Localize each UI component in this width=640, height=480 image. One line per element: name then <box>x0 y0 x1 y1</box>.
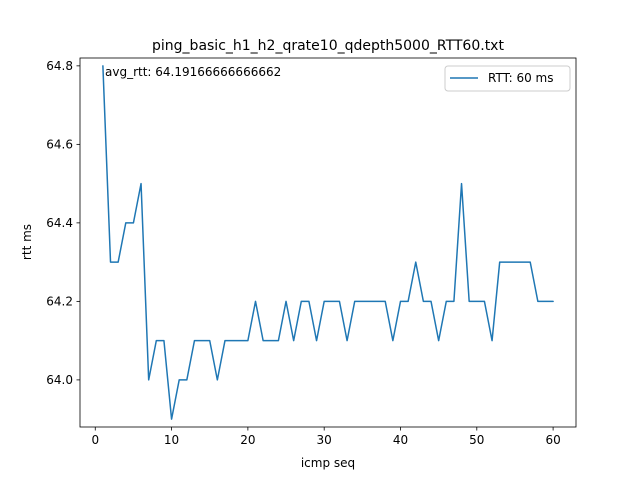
x-axis-ticks: 0 10 20 30 40 50 60 <box>91 427 561 447</box>
legend-box <box>444 65 571 92</box>
plot-area: 0 10 20 30 40 50 60 64.0 64.2 64.4 64.6 64.8 avg_r… <box>46 57 577 447</box>
legend-label-rtt: RTT: 60 ms <box>488 71 553 85</box>
y-tick-label: 64.8 <box>46 59 73 73</box>
avg-rtt-annotation: avg_rtt: 64.19166666666662 <box>105 65 281 79</box>
y-tick-label: 64.4 <box>46 216 73 230</box>
x-tick-label: 40 <box>393 433 408 447</box>
y-tick-label: 64.2 <box>46 294 73 308</box>
x-tick-label: 0 <box>91 433 99 447</box>
chart-title: ping_basic_h1_h2_qrate10_qdepth5000_RTT6… <box>152 38 504 54</box>
axes-frame <box>79 57 577 428</box>
y-axis-ticks: 64.0 64.2 64.4 64.6 64.8 <box>46 59 80 387</box>
x-tick-label: 20 <box>240 433 255 447</box>
y-axis-label: rtt ms <box>20 224 34 260</box>
y-tick-label: 64.0 <box>46 373 73 387</box>
x-tick-label: 30 <box>317 433 332 447</box>
y-tick-label: 64.6 <box>46 137 73 151</box>
legend: RTT: 60 ms <box>444 65 571 92</box>
series-line-rtt <box>102 65 554 420</box>
x-tick-label: 60 <box>545 433 560 447</box>
x-tick-label: 50 <box>469 433 484 447</box>
x-tick-label: 10 <box>164 433 179 447</box>
x-axis-label: icmp seq <box>301 456 355 470</box>
